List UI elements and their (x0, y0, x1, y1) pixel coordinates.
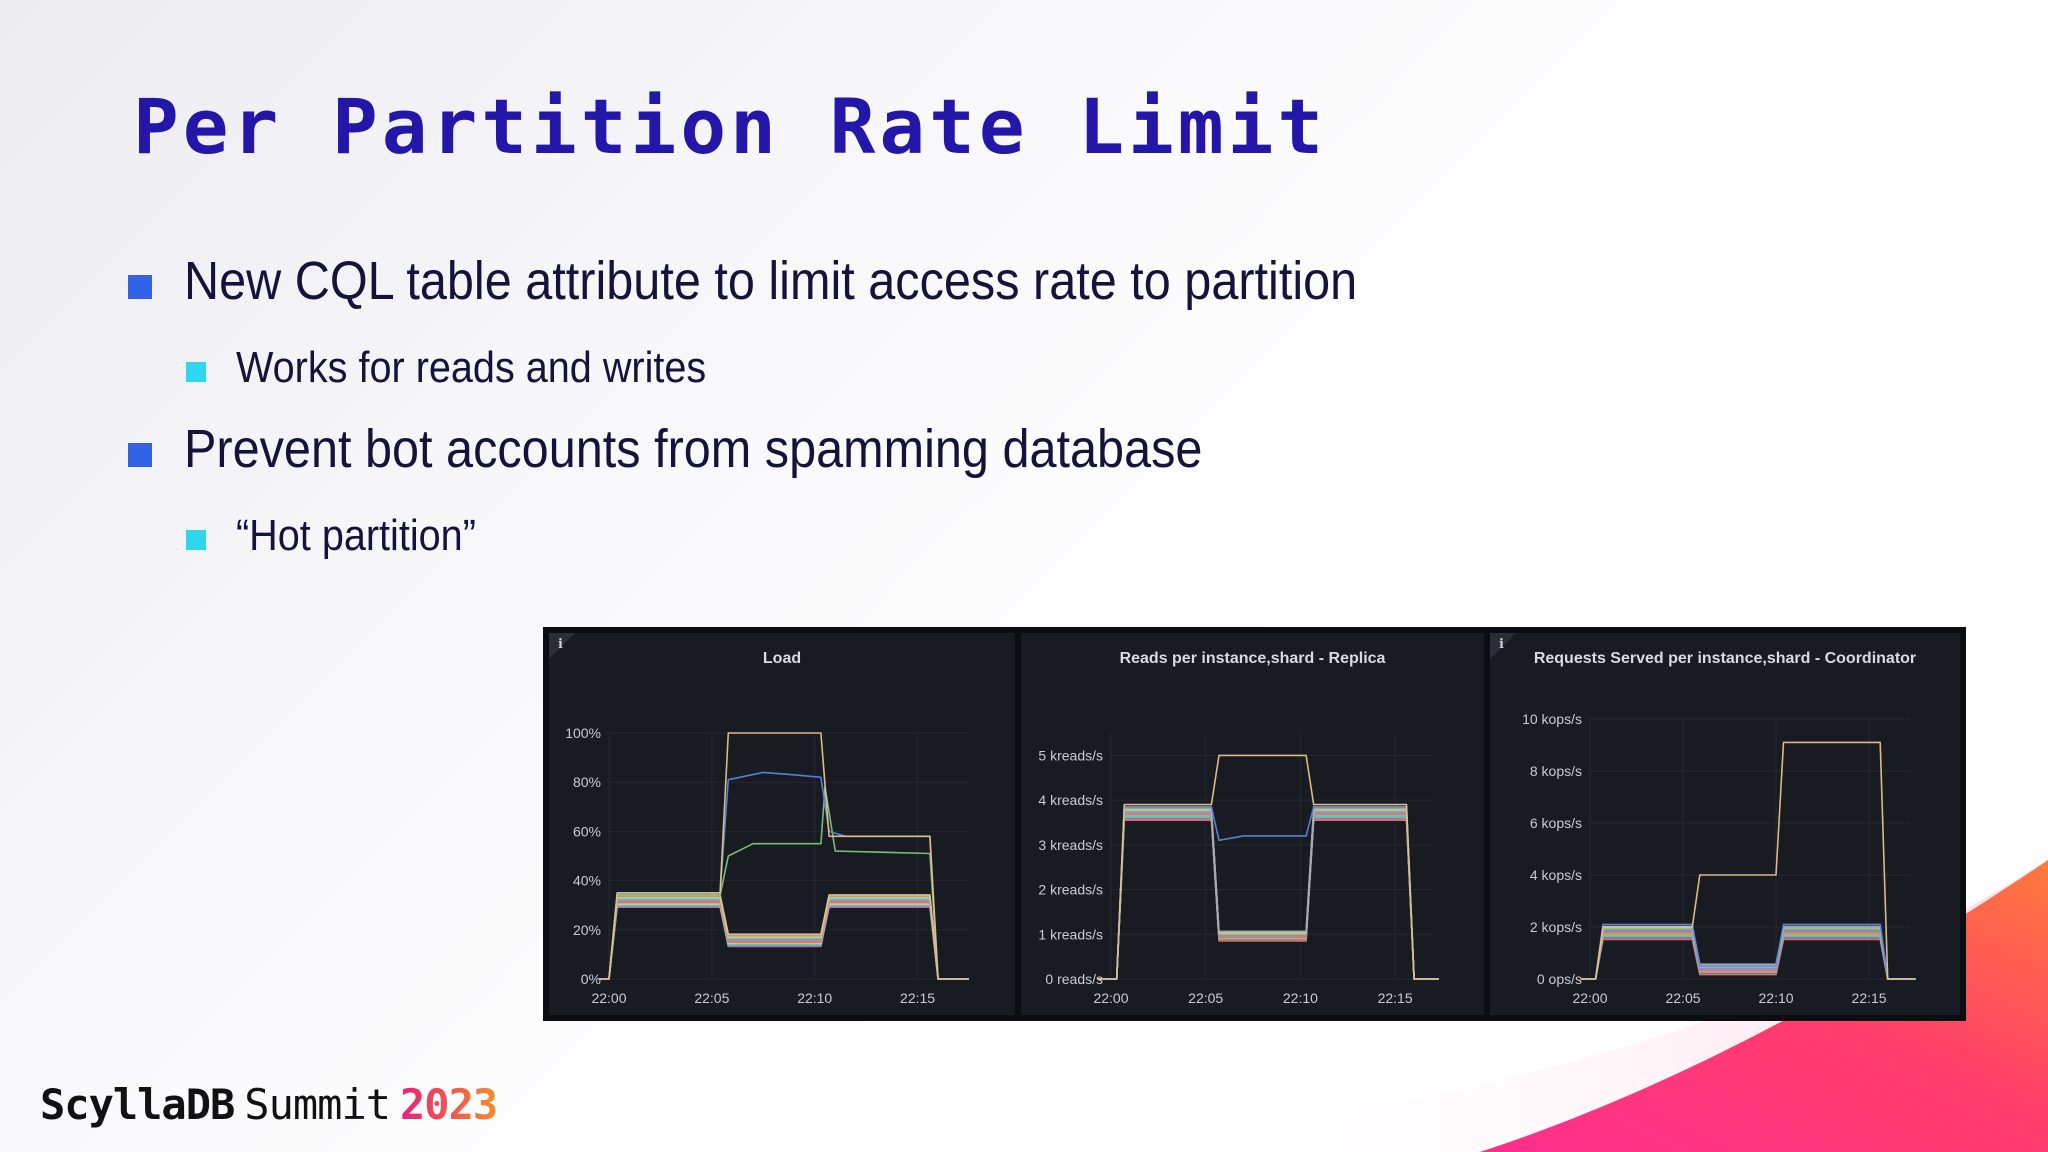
bullet-square-icon (128, 443, 152, 467)
y-tick-label: 4 kreads/s (1038, 792, 1103, 808)
series-line (1097, 819, 1439, 980)
series-line (1097, 812, 1439, 980)
y-tick-label: 40% (573, 873, 601, 889)
series-line (1097, 814, 1439, 980)
sub-bullet-item-1: Works for reads and writes (236, 343, 707, 392)
info-icon[interactable]: i (1499, 637, 1504, 652)
sub-bullet-square-icon (186, 362, 206, 382)
requests-chart: Requests Served per instance,shard - Coo… (1522, 650, 1916, 1006)
y-tick-label: 100% (565, 725, 601, 741)
y-tick-label: 80% (573, 774, 601, 790)
chart-panel-requests: i Requests Served per instance,shard - C… (1490, 633, 1960, 1015)
info-corner (549, 633, 575, 659)
info-corner (1490, 633, 1516, 659)
x-tick-label: 22:05 (1188, 990, 1223, 1006)
series-line (598, 771, 969, 980)
x-tick-label: 22:00 (1093, 990, 1128, 1006)
series-line (1097, 807, 1439, 980)
y-tick-label: 3 kreads/s (1038, 837, 1103, 853)
x-tick-label: 22:05 (694, 990, 729, 1006)
x-tick-label: 22:15 (1378, 990, 1413, 1006)
series-line (598, 899, 969, 980)
info-icon[interactable]: i (558, 637, 563, 652)
series-line (598, 786, 969, 980)
bullet-item-2: Prevent bot accounts from spamming datab… (184, 419, 1203, 479)
y-tick-label: 2 kreads/s (1038, 882, 1103, 898)
bullet-item-1: New CQL table attribute to limit access … (184, 251, 1358, 311)
y-tick-label: 2 kops/s (1530, 919, 1582, 935)
series-line (1580, 741, 1916, 980)
y-tick-label: 4 kops/s (1530, 867, 1582, 883)
series-line (1097, 811, 1439, 980)
chart-title: Requests Served per instance,shard - Coo… (1534, 650, 1916, 667)
sub-bullet-item-2: “Hot partition” (236, 511, 476, 560)
y-tick-label: 8 kops/s (1530, 763, 1582, 779)
series-line (598, 732, 969, 980)
x-tick-label: 22:00 (591, 990, 626, 1006)
series-line (598, 898, 969, 980)
event-year: 2023 (400, 1080, 498, 1129)
x-tick-label: 22:10 (1759, 990, 1794, 1006)
y-tick-label: 20% (573, 922, 601, 938)
x-tick-label: 22:05 (1665, 990, 1700, 1006)
y-tick-label: 60% (573, 823, 601, 839)
load-chart: Load 0% 20% 40% 60% 80% 100% 22:00 22:05 22:10 22:… (565, 650, 969, 1006)
y-tick-label: 5 kreads/s (1038, 747, 1103, 763)
series-line (1097, 813, 1439, 980)
chart-title: Load (763, 650, 801, 667)
chart-panel-reads: Reads per instance,shard - Replica 0 read… (1021, 633, 1484, 1015)
x-tick-label: 22:10 (1283, 990, 1318, 1006)
series-line (1097, 754, 1439, 980)
series-line (1097, 816, 1439, 980)
reads-chart: Reads per instance,shard - Replica 0 read… (1038, 650, 1439, 1006)
x-tick-label: 22:15 (1852, 990, 1887, 1006)
series-line (1580, 933, 1916, 980)
brand-name: ScyllaDB (40, 1080, 235, 1129)
grafana-dashboard: i Load 0% 20% 40% 60% 80% 100% 22:00 22:05 22:10 2… (543, 627, 1966, 1021)
y-tick-label: 6 kops/s (1530, 815, 1582, 831)
chart-panel-load: i Load 0% 20% 40% 60% 80% 100% 22:00 22:05 22:10 2… (549, 633, 1015, 1015)
slide-title: Per Partition Rate Limit (133, 82, 1328, 171)
bullet-square-icon (128, 275, 152, 299)
chart-title: Reads per instance,shard - Replica (1120, 650, 1386, 667)
sub-bullet-square-icon (186, 530, 206, 550)
y-tick-label: 10 kops/s (1522, 711, 1582, 727)
series-line (1097, 814, 1439, 980)
x-tick-label: 22:10 (797, 990, 832, 1006)
x-tick-label: 22:00 (1572, 990, 1607, 1006)
event-name: Summit (244, 1080, 391, 1129)
series-line (1097, 806, 1439, 980)
series-line (1097, 817, 1439, 980)
y-tick-label: 0 reads/s (1045, 971, 1103, 987)
y-tick-label: 0% (581, 971, 601, 987)
series-line (1097, 813, 1439, 980)
x-tick-label: 22:15 (900, 990, 935, 1006)
series-line (1580, 937, 1916, 980)
y-tick-label: 0 ops/s (1537, 971, 1582, 987)
y-tick-label: 1 kreads/s (1038, 926, 1103, 942)
event-logo: ScyllaDB Summit 2023 (40, 1080, 498, 1129)
